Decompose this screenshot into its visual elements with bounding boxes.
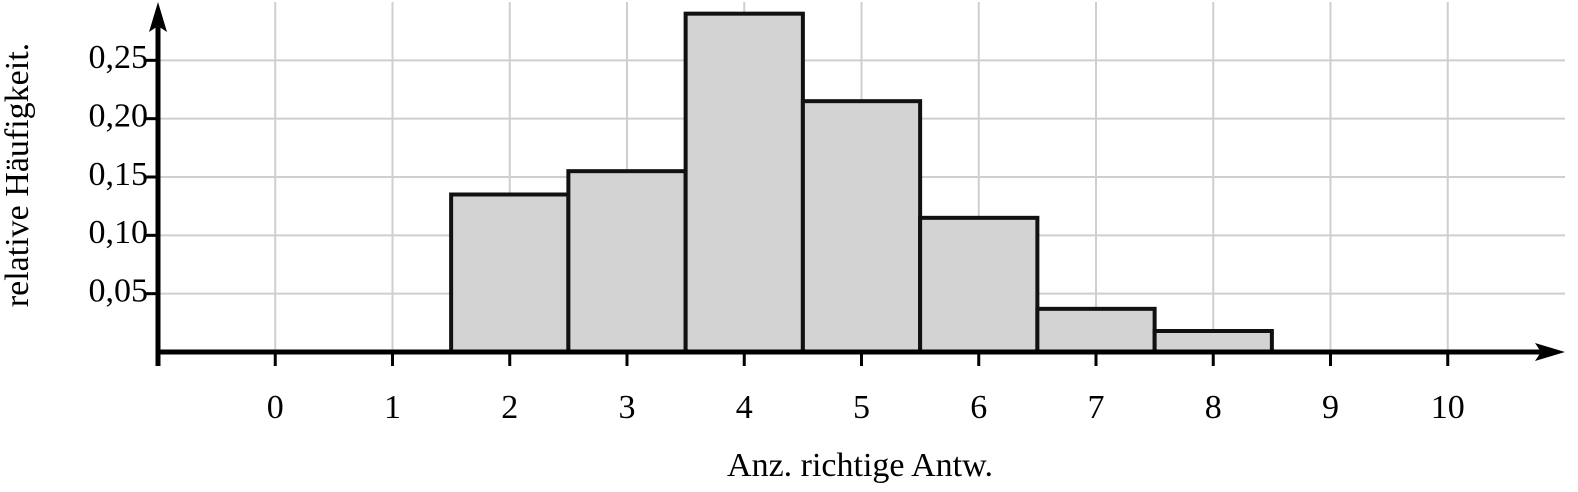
x-tick-label: 1 — [384, 389, 401, 426]
x-tick-label: 2 — [501, 389, 518, 426]
y-tick-label: 0,25 — [89, 39, 149, 76]
x-tick-label: 8 — [1205, 389, 1222, 426]
x-axis-arrow — [1535, 343, 1565, 361]
bar — [449, 192, 571, 354]
y-axis-arrow — [149, 2, 167, 32]
x-axis-title: Anz. richtige Antw. — [727, 447, 993, 484]
x-tick-label: 9 — [1322, 389, 1339, 426]
x-tick-label: 10 — [1431, 389, 1465, 426]
y-tick-label: 0,10 — [89, 214, 149, 251]
y-tick-label: 0,20 — [89, 97, 149, 134]
y-tick-label: 0,05 — [89, 272, 149, 309]
bar — [800, 99, 923, 354]
bar — [683, 11, 805, 355]
x-tick-label: 3 — [619, 389, 636, 426]
grid — [158, 2, 1565, 352]
x-tick-label: 6 — [970, 389, 987, 426]
bar — [1152, 329, 1274, 354]
y-tick-label: 0,15 — [89, 156, 149, 193]
bar — [1035, 306, 1157, 355]
y-axis-title: relative Häufigkeit. — [0, 43, 36, 307]
x-tick-label: 5 — [853, 389, 870, 426]
axes: 0,05 0,10 0,15 0,20 0,25 0 1 2 3 4 5 6 7 8 9 10 — [89, 2, 1565, 426]
x-tick-label: 4 — [736, 389, 753, 426]
x-tick-label: 0 — [267, 389, 284, 426]
bars — [449, 11, 1274, 355]
x-tick-label: 7 — [1088, 389, 1105, 426]
bar — [918, 215, 1040, 354]
bar — [566, 169, 688, 354]
